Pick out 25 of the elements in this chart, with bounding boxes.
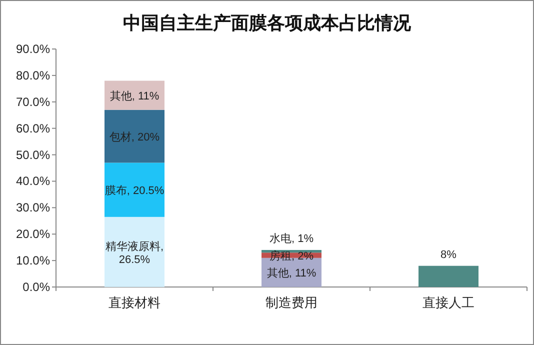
bar [104,80,164,110]
y-tick-label: 60.0% [16,121,50,136]
y-tick-label: 80.0% [16,68,50,82]
y-tick-label: 70.0% [16,94,50,109]
data-label: 精华液原料, 26.5% [105,240,164,266]
y-tick-label: 0.0% [22,280,50,294]
chart-title: 中国自主生产面膜各项成本占比情况 [123,13,412,33]
y-tick-label: 10.0% [16,254,50,268]
y-tick-label: 50.0% [16,148,50,162]
bar [104,110,164,163]
x-tick-label: 直接材料 [108,295,160,310]
data-label: 包材, 20% [109,130,160,144]
data-label: 膜布, 20.5% [104,184,164,197]
y-tick-label: 90.0% [16,42,50,56]
x-tick-label: 直接人工 [422,295,474,310]
y-tick-label: 40.0% [16,174,50,188]
y-tick-label: 20.0% [16,227,50,242]
data-label: 其他, 11% [110,89,160,102]
bar [104,162,164,217]
x-tick-label: 制造费用 [266,295,318,310]
y-tick-label: 30.0% [16,200,50,215]
data-label: 8% [440,248,457,261]
data-label: 其他, 11% [266,266,316,280]
bar [104,216,164,287]
data-label: 水电, 1% [269,232,314,245]
